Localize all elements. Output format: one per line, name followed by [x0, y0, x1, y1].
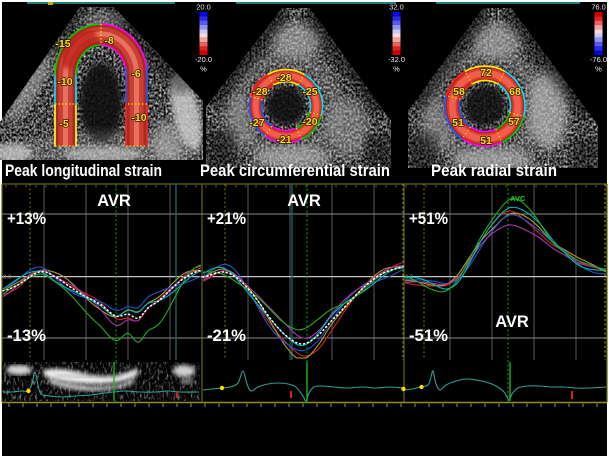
- svg-text:+21%: +21%: [207, 210, 246, 228]
- svg-text:-20.0: -20.0: [195, 55, 212, 64]
- svg-text:AVR: AVR: [287, 192, 321, 210]
- svg-text:-32.0: -32.0: [388, 55, 405, 64]
- svg-text:51: 51: [480, 135, 492, 147]
- svg-text:AVR: AVR: [495, 313, 529, 331]
- svg-text:-13%: -13%: [7, 327, 46, 345]
- svg-text:57: 57: [508, 116, 520, 128]
- svg-text:72: 72: [480, 67, 492, 79]
- svg-text:20.0: 20.0: [196, 3, 211, 12]
- svg-text:32.0: 32.0: [389, 3, 404, 12]
- svg-text:-6: -6: [131, 68, 140, 80]
- svg-text:-28: -28: [252, 86, 267, 98]
- svg-text:-27: -27: [249, 117, 264, 129]
- svg-text:%: %: [200, 65, 207, 74]
- svg-text:-15: -15: [55, 38, 70, 50]
- svg-text:-10: -10: [131, 112, 146, 124]
- svg-text:-76.0: -76.0: [590, 55, 607, 64]
- svg-text:-5: -5: [59, 118, 68, 130]
- svg-text:76.0: 76.0: [591, 3, 606, 12]
- svg-text:%: %: [595, 65, 602, 74]
- svg-text:58: 58: [453, 86, 465, 98]
- svg-text:%: %: [393, 65, 400, 74]
- svg-text:Peak longitudinal strain: Peak longitudinal strain: [5, 162, 162, 180]
- svg-text:+51%: +51%: [409, 210, 448, 228]
- svg-text:Peak radial strain: Peak radial strain: [431, 162, 557, 180]
- svg-text:68: 68: [509, 86, 521, 98]
- svg-text:0.0: 0.0: [3, 275, 12, 281]
- svg-text:-28: -28: [276, 72, 291, 84]
- svg-text:51: 51: [452, 117, 464, 129]
- svg-text:-20: -20: [302, 116, 317, 128]
- svg-text:-10: -10: [57, 76, 72, 88]
- svg-text:-25: -25: [302, 86, 317, 98]
- svg-text:AVC: AVC: [510, 194, 526, 203]
- svg-text:-8: -8: [104, 35, 113, 47]
- svg-text:-21: -21: [276, 134, 291, 146]
- svg-text:Peak circumferential strain: Peak circumferential strain: [200, 162, 390, 180]
- svg-text:AVR: AVR: [97, 192, 131, 210]
- svg-text:-21%: -21%: [207, 327, 246, 345]
- svg-text:-51%: -51%: [409, 327, 448, 345]
- svg-text:+13%: +13%: [7, 210, 46, 228]
